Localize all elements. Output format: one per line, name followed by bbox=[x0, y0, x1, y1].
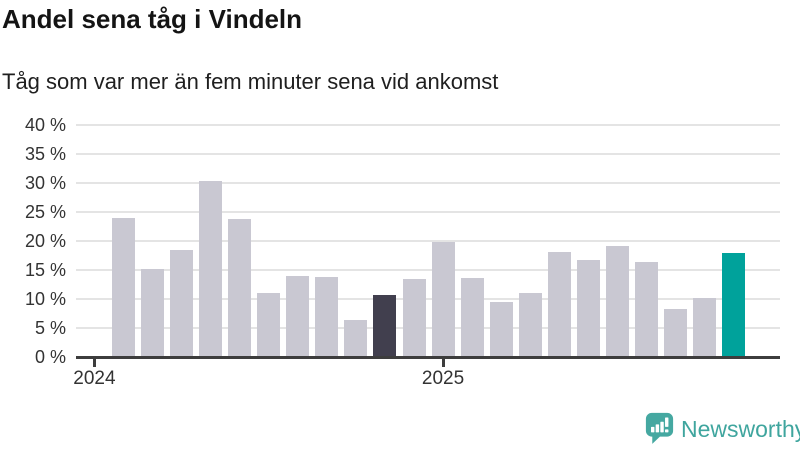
gridline bbox=[76, 182, 780, 184]
bar bbox=[431, 242, 455, 357]
y-axis-tick-label: 30 % bbox=[24, 173, 66, 193]
bar bbox=[693, 298, 716, 357]
gridline bbox=[76, 153, 780, 155]
bar bbox=[112, 217, 135, 357]
bar bbox=[228, 218, 252, 357]
y-axis-tick-label: 5 % bbox=[34, 318, 66, 338]
gridline bbox=[76, 269, 780, 271]
newsworthy-logo: Newsworthy bbox=[645, 412, 800, 446]
y-axis-tick-label: 10 % bbox=[24, 289, 66, 309]
bar bbox=[170, 249, 194, 357]
bar bbox=[663, 309, 687, 357]
bar bbox=[199, 181, 223, 357]
newsworthy-bubble-chart-icon bbox=[645, 412, 674, 444]
bar bbox=[605, 246, 629, 357]
y-axis-tick-label: 35 % bbox=[24, 144, 66, 164]
chart-subtitle: Tåg som var mer än fem minuter sena vid … bbox=[2, 69, 499, 94]
bar bbox=[373, 294, 397, 357]
x-axis-tick bbox=[441, 359, 445, 367]
bar bbox=[402, 278, 426, 357]
gridline bbox=[76, 211, 780, 213]
x-axis-tick-label: 2025 bbox=[421, 368, 465, 389]
bar bbox=[315, 276, 339, 357]
gridline bbox=[76, 327, 780, 329]
bar bbox=[141, 269, 165, 357]
bar bbox=[286, 275, 310, 357]
gridline bbox=[76, 124, 780, 126]
bar bbox=[722, 252, 746, 357]
bar bbox=[518, 293, 542, 357]
y-axis-tick-label: 25 % bbox=[24, 202, 66, 222]
bar bbox=[489, 302, 513, 357]
bar bbox=[576, 260, 600, 357]
bar bbox=[547, 252, 571, 357]
bar bbox=[257, 293, 281, 357]
bar bbox=[634, 262, 658, 357]
y-axis-tick-label: 0 % bbox=[34, 347, 66, 367]
x-axis-line bbox=[76, 356, 780, 359]
newsworthy-wordmark: Newsworthy bbox=[681, 416, 800, 442]
chart-title: Andel sena tåg i Vindeln bbox=[2, 4, 303, 34]
y-axis-tick-label: 40 % bbox=[24, 115, 66, 135]
x-axis-tick bbox=[92, 359, 96, 367]
x-axis-tick-label: 2024 bbox=[73, 368, 116, 389]
bar bbox=[460, 278, 484, 357]
y-axis-tick-label: 15 % bbox=[24, 260, 66, 280]
y-axis-tick-label: 20 % bbox=[24, 231, 66, 251]
bar bbox=[344, 320, 368, 357]
gridline bbox=[76, 298, 780, 300]
gridline bbox=[76, 240, 780, 242]
